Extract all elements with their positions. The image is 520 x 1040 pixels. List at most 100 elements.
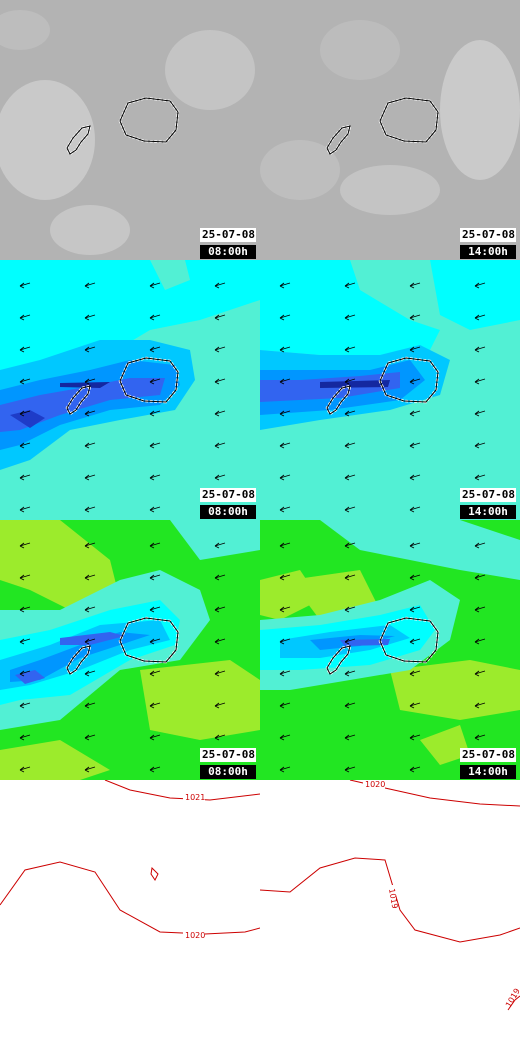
wind-arrow xyxy=(84,574,96,581)
wind-arrows xyxy=(19,282,226,513)
wind-arrow xyxy=(344,574,356,581)
wind-arrow xyxy=(474,282,486,289)
wind-arrow xyxy=(409,574,421,581)
timestamp: 25-07-08 08:00h xyxy=(200,228,256,260)
wind-arrow xyxy=(409,378,421,385)
time-label: 14:00h xyxy=(460,245,516,259)
wind-arrow xyxy=(19,670,31,677)
gust-map-graphic xyxy=(0,520,260,780)
wind-arrow xyxy=(19,542,31,549)
date-label: 25-07-08 xyxy=(200,748,256,762)
wind-arrow xyxy=(84,282,96,289)
wind-arrows xyxy=(279,282,486,513)
wind-arrow xyxy=(149,670,161,677)
wind-arrow xyxy=(149,506,161,513)
wind-arrow xyxy=(279,606,291,613)
wind-arrow xyxy=(214,314,226,321)
time-label: 14:00h xyxy=(460,765,516,779)
wind-arrow xyxy=(84,670,96,677)
wind-arrow xyxy=(84,702,96,709)
wind-arrow xyxy=(344,378,356,385)
wind-arrow xyxy=(214,346,226,353)
cloud-map-1400: 25-07-08 14:00h xyxy=(260,0,520,260)
wind-arrow xyxy=(149,734,161,741)
wind-arrow xyxy=(409,442,421,449)
wind-arrow xyxy=(84,346,96,353)
wind-arrow xyxy=(279,346,291,353)
wind-arrow xyxy=(19,638,31,645)
wind-arrow xyxy=(19,766,31,773)
wind-arrow xyxy=(344,542,356,549)
timestamp: 25-07-08 08:00h xyxy=(200,748,256,780)
wind-arrow xyxy=(474,702,486,709)
wind-arrow xyxy=(474,410,486,417)
timestamp: 25-07-08 14:00h xyxy=(460,748,516,780)
isobar-line xyxy=(150,866,159,881)
wind-arrow xyxy=(84,506,96,513)
wind-arrow xyxy=(409,346,421,353)
wind-arrow xyxy=(84,734,96,741)
date-label: 25-07-08 xyxy=(460,228,516,242)
wind-arrow xyxy=(84,378,96,385)
wind-arrow xyxy=(214,670,226,677)
time-label: 08:00h xyxy=(200,765,256,779)
wind-map-graphic xyxy=(0,260,260,520)
wind-arrow xyxy=(409,638,421,645)
wind-arrow xyxy=(344,606,356,613)
wind-arrow xyxy=(474,378,486,385)
wind-arrow xyxy=(474,442,486,449)
isobar-graphic: 1021 1020 xyxy=(0,780,260,1040)
isobar-label: 1020 xyxy=(365,780,385,789)
cloud-map-graphic xyxy=(260,0,520,260)
wind-arrow xyxy=(344,314,356,321)
wind-arrow xyxy=(214,442,226,449)
wind-arrow xyxy=(279,574,291,581)
timestamp: 25-07-08 08:00h xyxy=(200,488,256,520)
wind-arrow xyxy=(279,734,291,741)
wind-arrow xyxy=(344,474,356,481)
date-label: 25-07-08 xyxy=(200,488,256,502)
cloud-map-0800: 25-07-08 08:00h xyxy=(0,0,260,260)
wind-arrow xyxy=(279,506,291,513)
wind-arrow xyxy=(19,734,31,741)
wind-arrow xyxy=(474,670,486,677)
wind-arrow xyxy=(409,734,421,741)
date-label: 25-07-08 xyxy=(460,748,516,762)
wind-arrow xyxy=(279,638,291,645)
wind-arrow xyxy=(214,282,226,289)
wind-arrows xyxy=(19,542,226,773)
wind-arrow xyxy=(214,638,226,645)
wind-arrow xyxy=(19,410,31,417)
wind-arrow xyxy=(279,702,291,709)
wind-arrow xyxy=(214,474,226,481)
wind-map-0800: 25-07-08 08:00h xyxy=(0,260,260,520)
cloud-map-graphic xyxy=(0,0,260,260)
wind-arrow xyxy=(344,734,356,741)
wind-arrow xyxy=(149,766,161,773)
wind-arrow xyxy=(84,638,96,645)
wind-arrow xyxy=(149,606,161,613)
wind-arrow xyxy=(149,442,161,449)
wind-arrow xyxy=(279,282,291,289)
time-label: 14:00h xyxy=(460,505,516,519)
wind-arrow xyxy=(84,766,96,773)
wind-arrow xyxy=(279,314,291,321)
wind-arrow xyxy=(149,574,161,581)
wind-arrow xyxy=(409,410,421,417)
wind-arrow xyxy=(409,314,421,321)
wind-arrow xyxy=(84,542,96,549)
wind-arrow xyxy=(19,346,31,353)
wind-arrow xyxy=(409,506,421,513)
wind-arrow xyxy=(474,314,486,321)
timestamp: 25-07-08 14:00h xyxy=(460,228,516,260)
wind-arrow xyxy=(19,606,31,613)
wind-arrow xyxy=(214,734,226,741)
wind-arrow xyxy=(409,670,421,677)
date-label: 25-07-08 xyxy=(460,488,516,502)
wind-arrow xyxy=(149,378,161,385)
wind-arrow xyxy=(409,606,421,613)
wind-arrow xyxy=(19,314,31,321)
wind-arrow xyxy=(84,314,96,321)
time-label: 08:00h xyxy=(200,245,256,259)
wind-arrow xyxy=(409,474,421,481)
